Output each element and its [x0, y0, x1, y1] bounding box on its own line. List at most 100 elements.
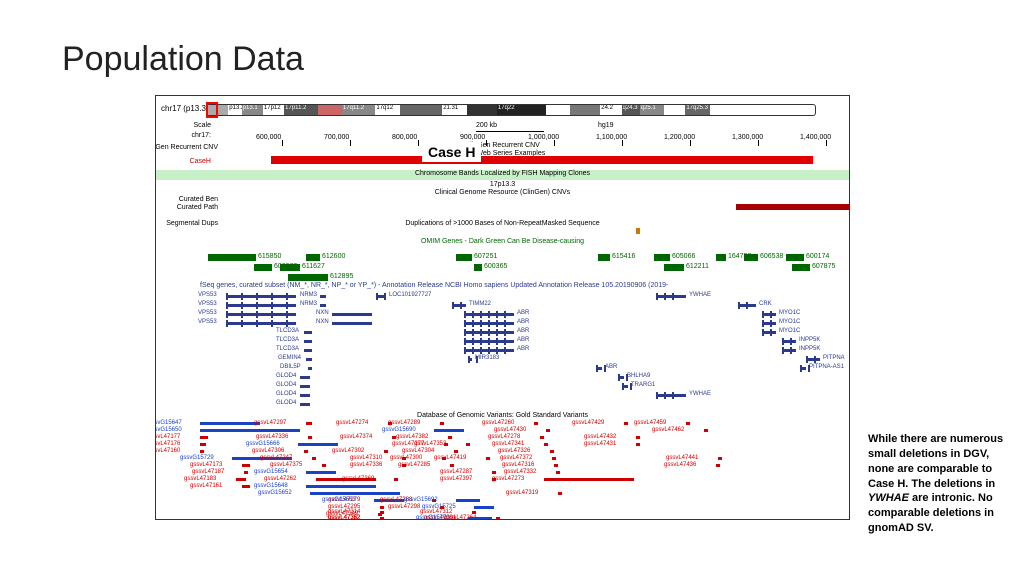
dgv-variant-bar [556, 471, 560, 474]
dgv-variant-bar [686, 422, 690, 425]
dgv-variant-label: gssvL47287 [440, 469, 472, 475]
refseq-gene-bar [656, 394, 686, 397]
ideogram-band: p13.1 [242, 105, 263, 115]
refseq-gene-label: VPS53 [198, 301, 217, 307]
omim-gene-id: 600365 [484, 263, 507, 270]
dgv-variant-label: gssvL47260 [482, 420, 514, 426]
dgv-variant-bar [242, 464, 250, 467]
ideogram-band: q24.3 [622, 105, 640, 115]
dgv-variant-label: gssvL47262 [264, 476, 296, 482]
ideogram-band [570, 105, 600, 115]
ideogram-band: 24.2 [600, 105, 621, 115]
dgv-variant-label: gssvL47289 [388, 420, 420, 426]
dgv-variant-bar [244, 471, 248, 474]
dgv-variant-label: gssvG15663 [322, 497, 356, 503]
dgv-variant-label: gssvL47285 [398, 462, 430, 468]
dgv-variant-bar [304, 450, 308, 453]
omim-gene-id: 615416 [612, 253, 635, 260]
omim-gene-id: 605066 [672, 253, 695, 260]
dgv-variant-label: gssvL47298 [388, 504, 420, 510]
refseq-gene-bar [656, 295, 686, 298]
refseq-gene-label: GLOD4 [276, 373, 296, 379]
omim-gene-bar [306, 254, 320, 261]
dgv-variant-bar [306, 471, 336, 474]
dgv-variant-label: gssvL47187 [192, 469, 224, 475]
refseq-gene-label: TLCD3A [276, 328, 299, 334]
dgv-variant-label: gssvG15648 [254, 483, 288, 489]
refseq-gene-bar [376, 295, 386, 298]
dgv-variant-label: gssvL47353 [414, 441, 446, 447]
refseq-gene-label: TRARG1 [631, 382, 655, 388]
ideogram-band: 17q11.2 [342, 105, 375, 115]
refseq-gene-bar [300, 403, 310, 406]
dgv-variant-bar [380, 506, 384, 509]
dgv-variant-label: gssvL47369 [342, 476, 374, 482]
omim-gene-bar [208, 254, 256, 261]
ruler-tick-label: 600,000 [256, 134, 281, 141]
dgv-variant-label: gssvL47306 [252, 448, 284, 454]
dgv-variant-label: gssvL47274 [336, 420, 368, 426]
dgv-variant-bar [298, 443, 338, 446]
dgv-variant-label: gssvL47459 [634, 420, 666, 426]
refseq-gene-label: ABR [517, 337, 529, 343]
refseq-gene-label: TLCD3A [276, 337, 299, 343]
refseq-gene-label: MYO1C [779, 319, 800, 325]
refseq-gene-bar [762, 331, 776, 334]
omim-gene-bar [456, 254, 472, 261]
refseq-gene-label: PITPNA-AS1 [809, 364, 844, 370]
ruler-tick-label: 900,000 [460, 134, 485, 141]
refseq-gene-bar [782, 340, 796, 343]
dgv-variant-bar [322, 464, 326, 467]
omim-gene-bar [786, 254, 804, 261]
omim-gene-bar [792, 264, 810, 271]
fish-title: Chromosome Bands Localized by FISH Mappi… [156, 170, 849, 177]
dgv-variant-bar [716, 464, 720, 467]
refseq-gene-bar [226, 295, 296, 298]
refseq-gene-bar [226, 322, 296, 325]
dgv-variant-label: gssvL47341 [492, 441, 524, 447]
dgv-variant-bar [540, 436, 544, 439]
dgv-variant-bar [466, 443, 470, 446]
ruler-tick-label: 800,000 [392, 134, 417, 141]
ideogram-band: 17q22 [497, 105, 546, 115]
dgv-variant-label: gssvG15650 [155, 427, 182, 433]
dgv-variant-bar [242, 485, 250, 488]
omim-gene-bar [598, 254, 610, 261]
refseq-gene-bar [738, 304, 756, 307]
omim-gene-id: 600174 [806, 253, 829, 260]
caseh-bar [271, 156, 813, 164]
refseq-gene-bar [226, 304, 296, 307]
refseq-gene-label: INPP5K [799, 337, 820, 343]
refseq-gene-label: NRM3 [300, 301, 317, 307]
ideogram-band [467, 105, 497, 115]
dgv-variant-bar [434, 429, 464, 432]
dgv-variant-bar [236, 478, 246, 481]
omim-gene-id: 615850 [258, 253, 281, 260]
refseq-gene-bar [762, 322, 776, 325]
refseq-gene-label: MYO1C [779, 328, 800, 334]
dgv-variant-bar [472, 511, 476, 514]
dgv-variant-bar [544, 443, 548, 446]
scale-label: Scale [161, 122, 211, 129]
refseq-gene-bar [464, 331, 514, 334]
cur-path-label: Curated Path [155, 204, 218, 211]
ideogram-band: 17q25.3 [685, 105, 709, 115]
dgv-variant-bar [200, 450, 204, 453]
dgv-variant-bar [636, 443, 640, 446]
dgv-variant-label: gssvG15690 [382, 427, 416, 433]
dgv-variant-label: gssvL47432 [584, 434, 616, 440]
ruler-tick-label: 700,000 [324, 134, 349, 141]
dgv-variant-bar [380, 511, 384, 514]
case-h-callout: Case H [422, 142, 481, 162]
dgv-variant-label: gssvL47374 [340, 434, 372, 440]
ideogram-band: 21.31 [442, 105, 466, 115]
refseq-gene-label: CRK [759, 301, 772, 307]
dgv-variant-label: gssvG15647 [155, 420, 182, 426]
refseq-gene-bar [320, 304, 326, 307]
dgv-variant-label: gssvL47176 [155, 441, 180, 447]
ideogram-chr-label: chr17 (p13.3) [161, 104, 209, 113]
ideogram-band: q25.1 [640, 105, 664, 115]
dgv-variant-label: gssvL47429 [572, 420, 604, 426]
refseq-gene-label: LOC101927727 [389, 292, 431, 298]
omim-gene-id: 607251 [474, 253, 497, 260]
